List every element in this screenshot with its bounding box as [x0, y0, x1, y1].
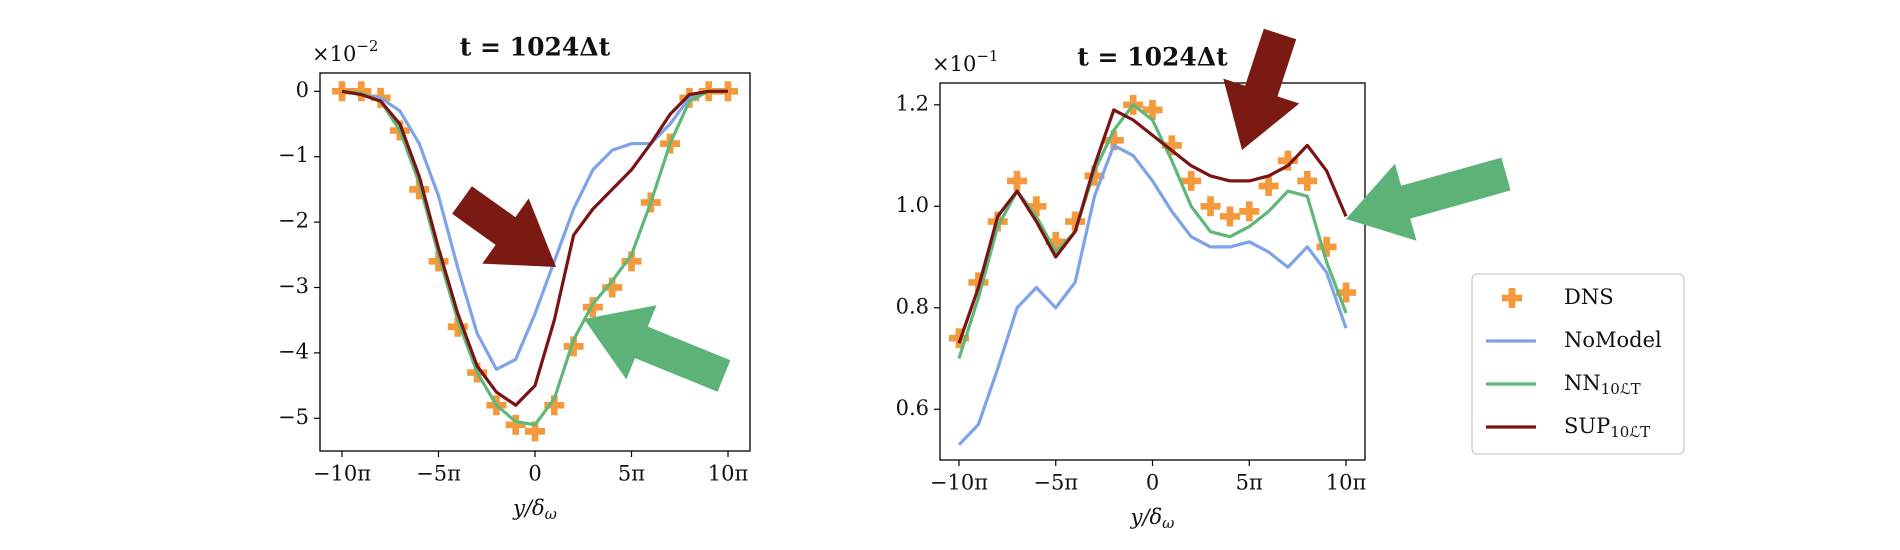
annotation-arrow [1223, 28, 1300, 151]
legend-frame [1471, 273, 1685, 455]
marker [525, 421, 545, 442]
x-tick-label: 10π [1326, 471, 1367, 495]
offset-base: ×10 [932, 52, 976, 76]
marker [948, 328, 969, 349]
marker [1065, 211, 1086, 232]
annotation-arrow [452, 186, 556, 267]
y-tick-label: 1.0 [896, 193, 929, 217]
x-tick-label: 0 [528, 462, 541, 486]
y-tick-label: −2 [278, 209, 309, 233]
x-label-text: y/δ [1130, 505, 1163, 529]
legend-name: NoModel [1564, 328, 1662, 352]
annotation-arrow [584, 305, 731, 392]
marker [1316, 236, 1337, 257]
marker [621, 251, 642, 272]
y-offset-label: ×10−1 [932, 47, 998, 76]
legend-name: SUP [1564, 414, 1610, 438]
marker [1103, 130, 1124, 151]
marker [505, 414, 526, 435]
marker [409, 179, 430, 200]
x-tick-label: −5π [416, 462, 461, 486]
x-tick-label: 0 [1146, 471, 1159, 495]
x-tick-label: 5π [618, 462, 645, 486]
chart-title: t = 1024Δt [460, 33, 611, 62]
marker [1239, 201, 1260, 222]
x-label-subscript: ω [545, 505, 557, 523]
annotation-arrow [1346, 157, 1511, 241]
legend-subscript: 10ℒT [1610, 423, 1650, 441]
offset-exponent: −1 [976, 47, 998, 65]
marker [1277, 150, 1298, 171]
y-tick-label: −4 [278, 339, 309, 363]
series-line [341, 89, 728, 371]
y-tick-label: −1 [278, 143, 309, 167]
legend-label: DNS [1564, 285, 1614, 309]
legend-marker [1502, 288, 1522, 308]
marker [428, 251, 449, 272]
x-tick-label: −10π [930, 471, 988, 495]
axes-frame [939, 82, 1366, 461]
marker [351, 81, 372, 102]
x-tick-label: −10π [313, 462, 371, 486]
series-line [341, 89, 728, 407]
offset-base: ×10 [312, 42, 356, 66]
marker [1026, 196, 1047, 217]
marker [1258, 176, 1279, 197]
marker [1219, 206, 1240, 227]
legend-label: NN10ℒT [1564, 371, 1641, 399]
marker [1161, 135, 1182, 156]
y-tick-label: 0 [296, 78, 309, 102]
y-tick-label: 0.6 [896, 396, 929, 420]
legend-name: DNS [1564, 285, 1614, 309]
x-label-text: y/δ [512, 496, 545, 520]
legend-label: SUP10ℒT [1564, 414, 1650, 442]
chart-title: t = 1024Δt [1077, 43, 1228, 72]
marker [1297, 170, 1318, 191]
marker [1142, 99, 1163, 120]
marker [544, 395, 565, 416]
y-tick-label: −5 [278, 405, 309, 429]
x-label-subscript: ω [1162, 514, 1174, 532]
marker [563, 336, 584, 357]
marker [1336, 282, 1357, 303]
offset-exponent: −2 [356, 37, 378, 55]
y-offset-label: ×10−2 [312, 37, 378, 66]
marker [718, 81, 739, 102]
marker [331, 81, 352, 102]
marker [1007, 170, 1028, 191]
x-tick-label: −5π [1033, 471, 1078, 495]
series-line [957, 103, 1348, 359]
x-tick-label: 5π [1236, 471, 1263, 495]
marker [602, 277, 623, 298]
x-tick-label: 10π [708, 462, 749, 486]
marker [1200, 196, 1221, 217]
legend-label: NoModel [1564, 328, 1662, 352]
series-line [957, 108, 1348, 344]
legend-name: NN [1564, 371, 1601, 395]
series-line [341, 89, 728, 427]
x-axis-label: y/δω [512, 496, 557, 524]
marker [447, 316, 468, 337]
marker [1045, 231, 1066, 252]
x-axis-label: y/δω [1130, 505, 1175, 533]
series-line [957, 143, 1348, 446]
y-tick-label: 0.8 [896, 294, 929, 318]
y-tick-label: 1.2 [896, 91, 929, 115]
marker [1181, 170, 1202, 191]
y-tick-label: −3 [278, 274, 309, 298]
legend-subscript: 10ℒT [1601, 380, 1641, 398]
